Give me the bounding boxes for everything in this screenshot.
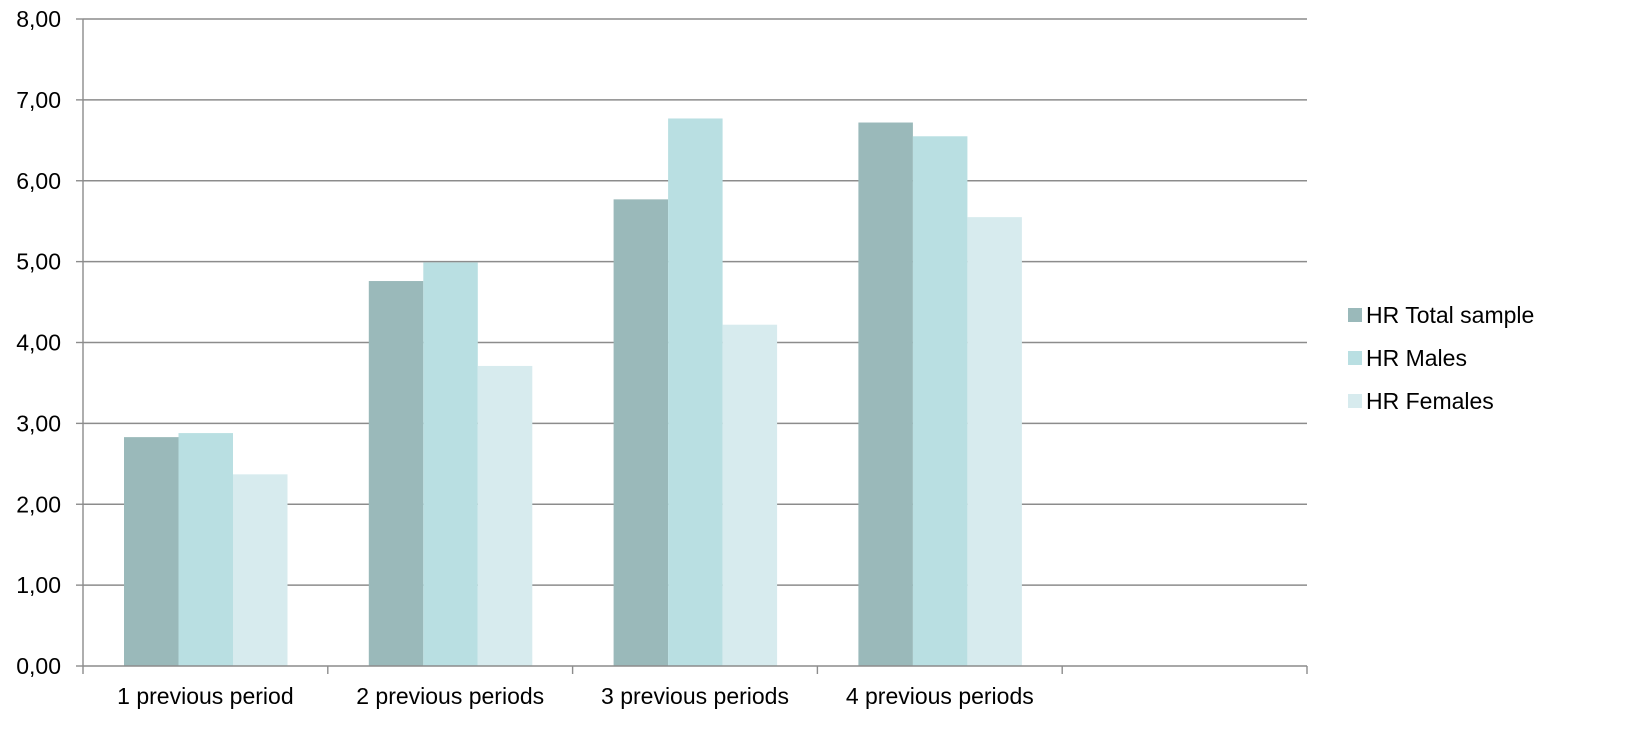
bar	[722, 324, 778, 666]
x-category-label: 2 previous periods	[356, 683, 544, 709]
y-tick-label: 6,00	[16, 168, 61, 194]
bar	[613, 199, 669, 666]
y-tick-label: 7,00	[16, 87, 61, 113]
legend-label: HR Females	[1366, 388, 1494, 414]
y-tick-label: 4,00	[16, 330, 61, 356]
legend-label: HR Total sample	[1366, 302, 1534, 328]
bar	[668, 118, 723, 666]
y-tick-label: 1,00	[16, 572, 61, 598]
legend-swatch	[1348, 394, 1362, 408]
y-tick-label: 2,00	[16, 491, 61, 517]
bars	[124, 118, 1022, 667]
y-tick-label: 5,00	[16, 249, 61, 275]
legend-label: HR Males	[1366, 345, 1467, 371]
x-category-label: 1 previous period	[117, 683, 293, 709]
bar	[477, 365, 533, 666]
axes	[76, 18, 1308, 674]
legend: HR Total sample HR Males HR Females	[1348, 302, 1534, 414]
bar	[178, 433, 233, 666]
bar	[368, 281, 424, 666]
bar	[912, 136, 968, 667]
y-tick-label: 0,00	[16, 653, 61, 679]
x-axis-category-labels: 1 previous period 2 previous periods 3 pre…	[117, 683, 1034, 709]
y-tick-label: 3,00	[16, 410, 61, 436]
legend-swatch	[1348, 351, 1362, 365]
bar	[233, 474, 288, 666]
legend-swatch	[1348, 308, 1362, 322]
x-category-label: 4 previous periods	[846, 683, 1034, 709]
y-axis-tick-labels: 0,00 1,00 2,00 3,00 4,00 5,00 6,00 7,00 8,00	[16, 6, 61, 679]
bar	[858, 122, 913, 666]
x-category-label: 3 previous periods	[601, 683, 789, 709]
y-tick-label: 8,00	[16, 6, 61, 32]
bar	[423, 262, 478, 666]
bar	[124, 437, 179, 666]
bar	[967, 217, 1022, 667]
